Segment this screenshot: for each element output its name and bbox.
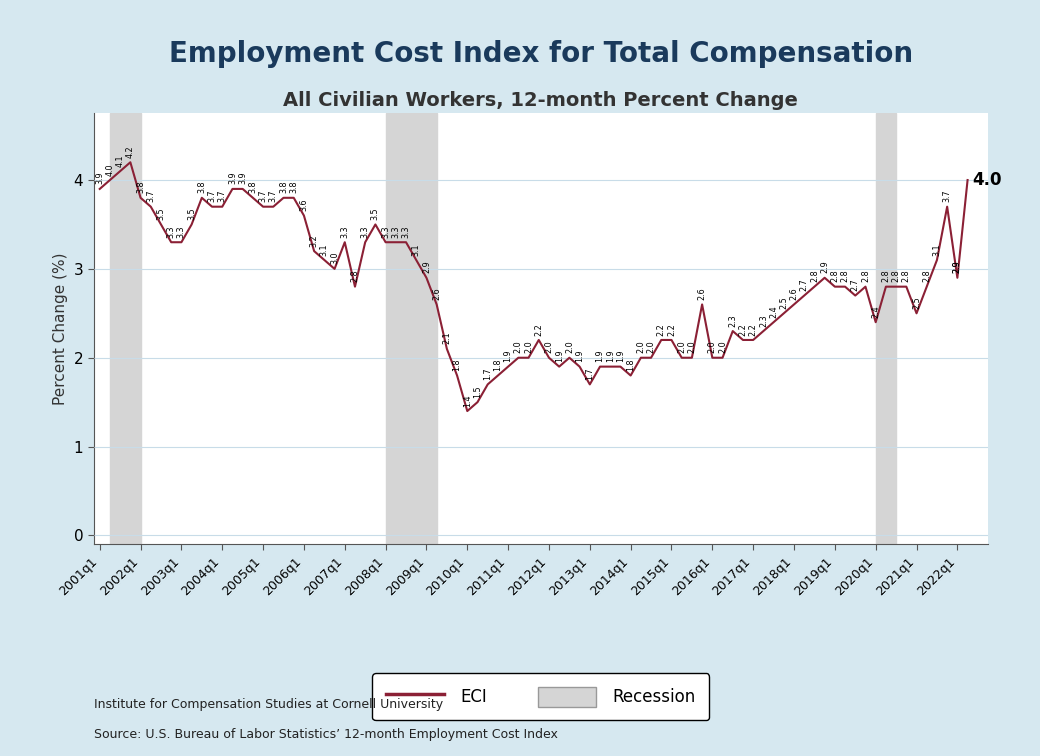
Text: 3.8: 3.8 [198,181,206,194]
Text: 4.0: 4.0 [972,171,1002,189]
Text: 2.8: 2.8 [350,270,360,282]
Text: 3.3: 3.3 [166,225,176,238]
Text: 1.9: 1.9 [554,349,564,362]
Text: 3.3: 3.3 [340,225,349,238]
Bar [876,113,896,544]
Text: 2.8: 2.8 [902,270,911,282]
Text: 2.9: 2.9 [821,261,829,274]
Text: 1.4: 1.4 [463,394,472,407]
Text: 2.8: 2.8 [922,270,931,282]
Text: 3.9: 3.9 [96,172,104,184]
Text: 2.8: 2.8 [830,270,839,282]
Text: 2.0: 2.0 [514,341,523,353]
Text: 3.7: 3.7 [942,190,952,203]
Text: 2.9: 2.9 [422,261,431,274]
Text: 2.7: 2.7 [851,278,860,291]
Text: 3.5: 3.5 [371,207,380,220]
Y-axis label: Percent Change (%): Percent Change (%) [53,253,68,405]
Text: 3.6: 3.6 [300,199,309,211]
Text: 4.1: 4.1 [115,154,125,167]
Text: 1.9: 1.9 [605,349,615,362]
Text: 2.1: 2.1 [442,332,451,345]
Text: 3.7: 3.7 [268,190,278,203]
Text: 3.3: 3.3 [381,225,390,238]
Text: Institute for Compensation Studies at Cornell University: Institute for Compensation Studies at Co… [94,698,443,711]
Text: 2.9: 2.9 [953,261,962,274]
Text: 1.8: 1.8 [493,358,502,371]
Text: 2.2: 2.2 [535,323,543,336]
Text: 2.6: 2.6 [789,287,799,300]
Text: 3.3: 3.3 [391,225,400,238]
Text: 3.0: 3.0 [330,252,339,265]
Text: 1.9: 1.9 [596,349,604,362]
Text: 3.2: 3.2 [310,234,318,246]
Text: All Civilian Workers, 12-month Percent Change: All Civilian Workers, 12-month Percent C… [283,91,799,110]
Text: 2.0: 2.0 [636,341,646,353]
Text: 3.7: 3.7 [208,190,216,203]
Text: 2.8: 2.8 [840,270,850,282]
Text: 2.5: 2.5 [779,296,788,309]
Text: 3.8: 3.8 [289,181,298,194]
Text: 2.9: 2.9 [953,261,962,274]
Text: Source: U.S. Bureau of Labor Statistics’ 12-month Employment Cost Index: Source: U.S. Bureau of Labor Statistics’… [94,728,557,741]
Text: 2.2: 2.2 [667,323,676,336]
Text: 1.9: 1.9 [616,349,625,362]
Text: 3.3: 3.3 [401,225,411,238]
Text: 3.7: 3.7 [259,190,267,203]
Text: 3.3: 3.3 [361,225,369,238]
Text: 2.2: 2.2 [657,323,666,336]
Text: 1.9: 1.9 [575,349,584,362]
Text: 2.0: 2.0 [677,341,686,353]
Text: 1.7: 1.7 [586,367,594,380]
Text: 2.0: 2.0 [718,341,727,353]
Text: 2.3: 2.3 [728,314,737,327]
Text: 3.3: 3.3 [177,225,186,238]
Text: 3.1: 3.1 [412,243,421,256]
Text: 2.2: 2.2 [749,323,758,336]
Text: 4.2: 4.2 [126,145,135,158]
Text: 1.7: 1.7 [484,367,492,380]
Text: 3.7: 3.7 [217,190,227,203]
Text: 3.9: 3.9 [228,172,237,184]
Text: 3.7: 3.7 [147,190,155,203]
Text: 2.0: 2.0 [565,341,574,353]
Text: 1.9: 1.9 [503,349,513,362]
Text: 3.1: 3.1 [320,243,329,256]
Text: 2.2: 2.2 [738,323,748,336]
Text: 3.8: 3.8 [279,181,288,194]
Text: 2.0: 2.0 [708,341,717,353]
Legend: ECI, Recession: ECI, Recession [372,674,709,720]
Text: 3.1: 3.1 [933,243,941,256]
Text: 2.8: 2.8 [891,270,901,282]
Text: 2.3: 2.3 [759,314,768,327]
Text: 2.5: 2.5 [912,296,921,309]
Text: 2.0: 2.0 [545,341,553,353]
Text: 2.4: 2.4 [770,305,778,318]
Text: 2.4: 2.4 [872,305,880,318]
Text: 2.0: 2.0 [524,341,534,353]
Text: 1.8: 1.8 [452,358,462,371]
Bar [110,113,140,544]
Text: 2.6: 2.6 [698,287,706,300]
Text: 2.8: 2.8 [810,270,818,282]
Text: 3.5: 3.5 [187,207,197,220]
Text: 3.8: 3.8 [136,181,145,194]
Text: Employment Cost Index for Total Compensation: Employment Cost Index for Total Compensa… [168,40,913,68]
Text: 3.8: 3.8 [249,181,257,194]
Text: 1.8: 1.8 [626,358,635,371]
Text: 2.7: 2.7 [800,278,809,291]
Text: 1.5: 1.5 [473,385,482,398]
Text: 2.0: 2.0 [687,341,697,353]
Bar [386,113,437,544]
Text: 2.8: 2.8 [861,270,870,282]
Text: 4.0: 4.0 [105,163,114,175]
Text: 2.8: 2.8 [881,270,890,282]
Text: 3.9: 3.9 [238,172,248,184]
Text: 2.6: 2.6 [433,287,441,300]
Text: 3.5: 3.5 [156,207,165,220]
Text: 2.0: 2.0 [647,341,655,353]
